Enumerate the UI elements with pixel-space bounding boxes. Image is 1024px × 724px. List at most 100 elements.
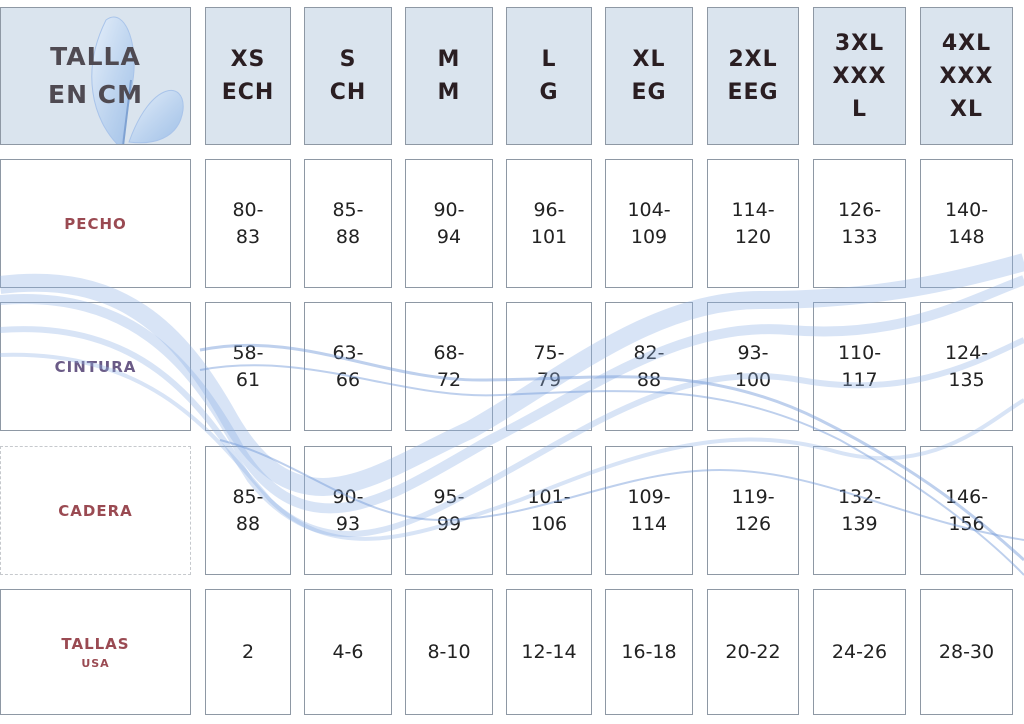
value-line: 109-	[627, 485, 671, 508]
value-line: 66	[335, 368, 361, 391]
value-line: 20-22	[725, 640, 781, 663]
row-label-tallas-usa: TALLAS USA	[0, 589, 191, 715]
value-cell: 58- 61	[205, 302, 291, 431]
value-line: 88	[636, 368, 662, 391]
size-label: XL	[632, 47, 666, 72]
value-line: 95-	[433, 485, 465, 508]
value-cell: 140- 148	[920, 159, 1013, 288]
title-line-1: TALLA	[50, 42, 141, 71]
title-line-2: EN CM	[48, 80, 143, 109]
value-cell: 4-6	[304, 589, 392, 715]
size-header-3xl: 3XL XXX L	[813, 7, 906, 145]
value-line: 110-	[837, 341, 882, 364]
value-cell: 95- 99	[405, 446, 493, 575]
value-cell: 146- 156	[920, 446, 1013, 575]
value-cell: 63- 66	[304, 302, 392, 431]
value-cell: 110- 117	[813, 302, 906, 431]
size-label: 4XL	[941, 30, 992, 56]
value-cell: 85- 88	[304, 159, 392, 288]
size-header-m: M M	[405, 7, 493, 145]
size-label: ECH	[221, 80, 275, 105]
value-line: 124-	[944, 341, 989, 364]
value-line: 114-	[731, 198, 775, 221]
value-line: 106	[530, 512, 568, 535]
value-line: 4-6	[332, 640, 364, 663]
size-header-xl: XL EG	[605, 7, 693, 145]
value-line: 93	[335, 512, 361, 535]
value-line: 85-	[332, 198, 364, 221]
value-cell: 124- 135	[920, 302, 1013, 431]
value-line: 101-	[527, 485, 571, 508]
value-cell: 80- 83	[205, 159, 291, 288]
value-cell: 90- 93	[304, 446, 392, 575]
value-line: 126-	[837, 198, 882, 221]
value-line: 100	[734, 368, 772, 391]
size-label: G	[539, 80, 559, 105]
value-cell: 114- 120	[707, 159, 799, 288]
row-label-text: PECHO	[64, 214, 127, 233]
value-line: 104-	[627, 198, 671, 221]
size-header-l: L G	[506, 7, 592, 145]
value-line: 148	[948, 225, 985, 248]
value-line: 8-10	[427, 640, 471, 663]
value-line: 140-	[944, 198, 989, 221]
size-label: EG	[631, 80, 667, 105]
size-label: M	[437, 80, 461, 105]
value-line: 2	[241, 640, 255, 663]
value-line: 126	[734, 512, 772, 535]
value-line: 133	[841, 225, 878, 248]
value-cell: 109- 114	[605, 446, 693, 575]
value-cell: 8-10	[405, 589, 493, 715]
row-label-text: TALLAS	[61, 634, 130, 653]
value-line: 79	[536, 368, 562, 391]
value-line: 109	[630, 225, 668, 248]
value-line: 94	[436, 225, 462, 248]
value-cell: 16-18	[605, 589, 693, 715]
value-cell: 93- 100	[707, 302, 799, 431]
value-line: 72	[436, 368, 462, 391]
value-line: 120	[734, 225, 772, 248]
value-cell: 90- 94	[405, 159, 493, 288]
butterfly-icon	[91, 16, 184, 144]
value-line: 58-	[232, 341, 264, 364]
value-line: 99	[436, 512, 462, 535]
size-label: M	[437, 47, 461, 72]
value-cell: 82- 88	[605, 302, 693, 431]
value-line: 82-	[633, 341, 665, 364]
value-line: 146-	[944, 485, 989, 508]
value-line: 132-	[837, 485, 882, 508]
value-line: 114	[630, 512, 668, 535]
value-line: 90-	[332, 485, 364, 508]
value-line: 90-	[433, 198, 465, 221]
size-label: XL	[950, 96, 983, 122]
size-header-4xl: 4XL XXX XL	[920, 7, 1013, 145]
value-cell: 85- 88	[205, 446, 291, 575]
size-label: L	[851, 96, 868, 122]
value-cell: 96- 101	[506, 159, 592, 288]
size-label: XS	[230, 47, 266, 72]
row-label-text: CADERA	[58, 501, 133, 520]
size-header-xs: XS ECH	[205, 7, 291, 145]
row-label-subtext: USA	[81, 656, 110, 670]
value-cell: 12-14	[506, 589, 592, 715]
value-line: 28-30	[938, 640, 995, 663]
value-line: 80-	[232, 198, 264, 221]
size-label: S	[339, 47, 357, 72]
value-line: 119-	[731, 485, 775, 508]
size-header-2xl: 2XL EEG	[707, 7, 799, 145]
value-line: 83	[235, 225, 261, 248]
size-header-s: S CH	[304, 7, 392, 145]
size-label: CH	[329, 80, 367, 105]
value-line: 101	[530, 225, 568, 248]
value-cell: 28-30	[920, 589, 1013, 715]
value-line: 75-	[533, 341, 565, 364]
value-line: 16-18	[621, 640, 677, 663]
value-line: 68-	[433, 341, 465, 364]
size-label: 3XL	[834, 30, 885, 56]
size-label: XXX	[939, 63, 994, 89]
value-cell: 101- 106	[506, 446, 592, 575]
value-line: 88	[235, 512, 261, 535]
row-label-cadera: CADERA	[0, 446, 191, 575]
value-line: 24-26	[831, 640, 888, 663]
row-label-text: CINTURA	[54, 357, 137, 376]
